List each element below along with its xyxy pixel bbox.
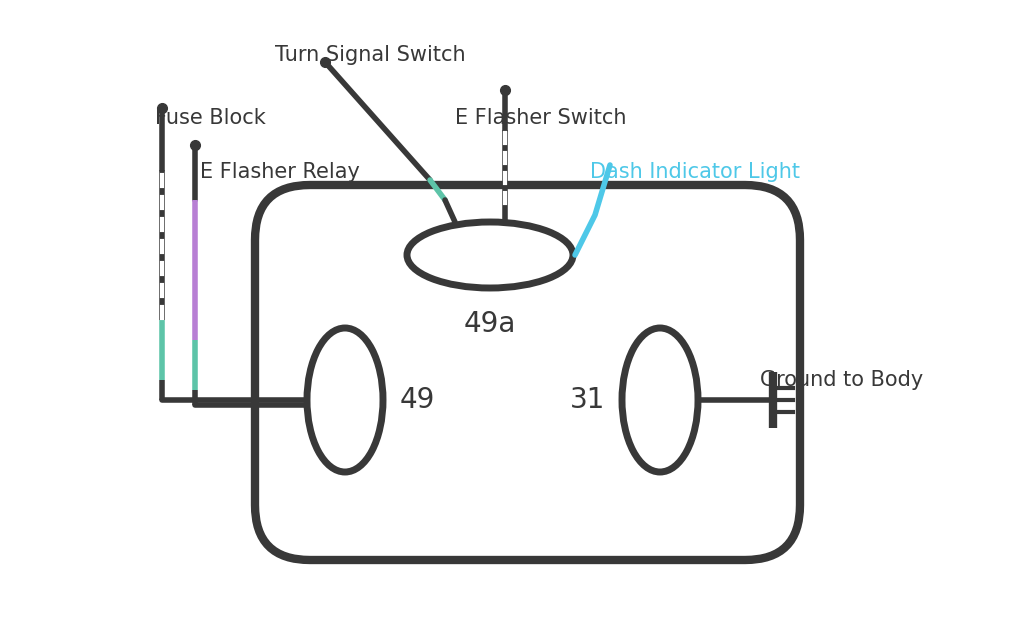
Ellipse shape: [307, 328, 383, 472]
FancyBboxPatch shape: [255, 185, 800, 560]
Text: 31: 31: [569, 386, 605, 414]
Text: Dash Indicator Light: Dash Indicator Light: [590, 162, 800, 182]
Text: Turn Signal Switch: Turn Signal Switch: [275, 45, 466, 65]
Text: E Flasher Relay: E Flasher Relay: [200, 162, 359, 182]
Text: 49: 49: [400, 386, 435, 414]
Ellipse shape: [407, 222, 573, 288]
Text: Ground to Body: Ground to Body: [760, 370, 924, 390]
Text: Fuse Block: Fuse Block: [155, 108, 266, 128]
Text: E Flasher Switch: E Flasher Switch: [455, 108, 627, 128]
Ellipse shape: [622, 328, 698, 472]
Text: 49a: 49a: [464, 310, 516, 338]
